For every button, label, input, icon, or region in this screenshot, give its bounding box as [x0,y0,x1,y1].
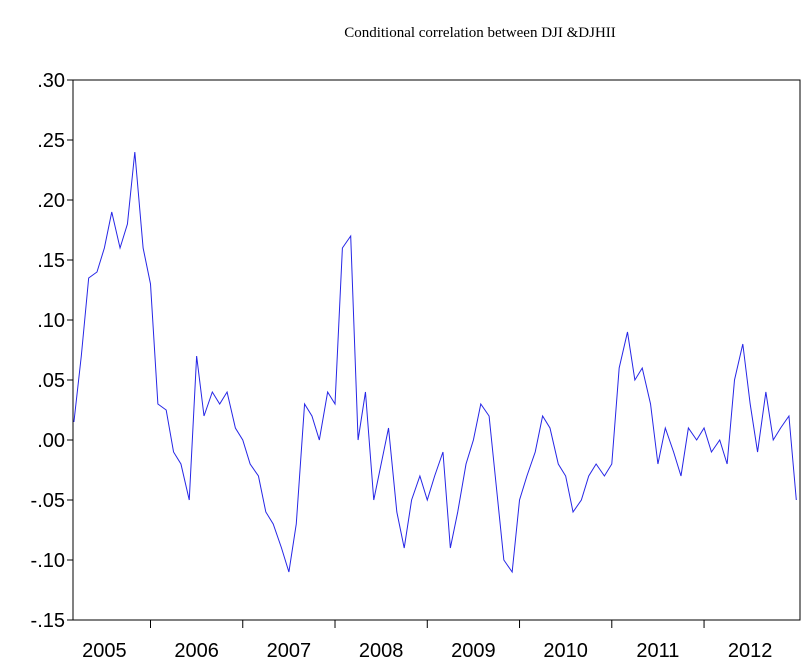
y-tick-label: .20 [37,190,65,212]
y-tick-label: .10 [37,310,65,332]
x-tick-label: 2012 [728,640,773,662]
x-tick-label: 2006 [174,640,219,662]
y-tick-label: .25 [37,130,65,152]
x-tick-label: 2008 [359,640,404,662]
x-tick-label: 2011 [636,640,679,662]
x-tick-label: 2007 [267,640,312,662]
y-tick-label: -.05 [31,490,65,512]
x-tick-label: 2005 [82,640,127,662]
y-tick-label: -.15 [31,610,65,632]
y-tick-label: .05 [37,370,65,392]
chart-title: Conditional correlation between DJI &DJH… [344,25,616,41]
y-tick-label: .00 [37,430,65,452]
y-tick-label: .15 [37,250,65,272]
x-tick-label: 2009 [451,640,496,662]
y-tick-label: -.10 [31,550,65,572]
plot-frame [72,79,801,621]
x-tick-label: 2010 [543,640,588,662]
y-tick-label: .30 [37,70,65,92]
series-line [73,151,797,574]
